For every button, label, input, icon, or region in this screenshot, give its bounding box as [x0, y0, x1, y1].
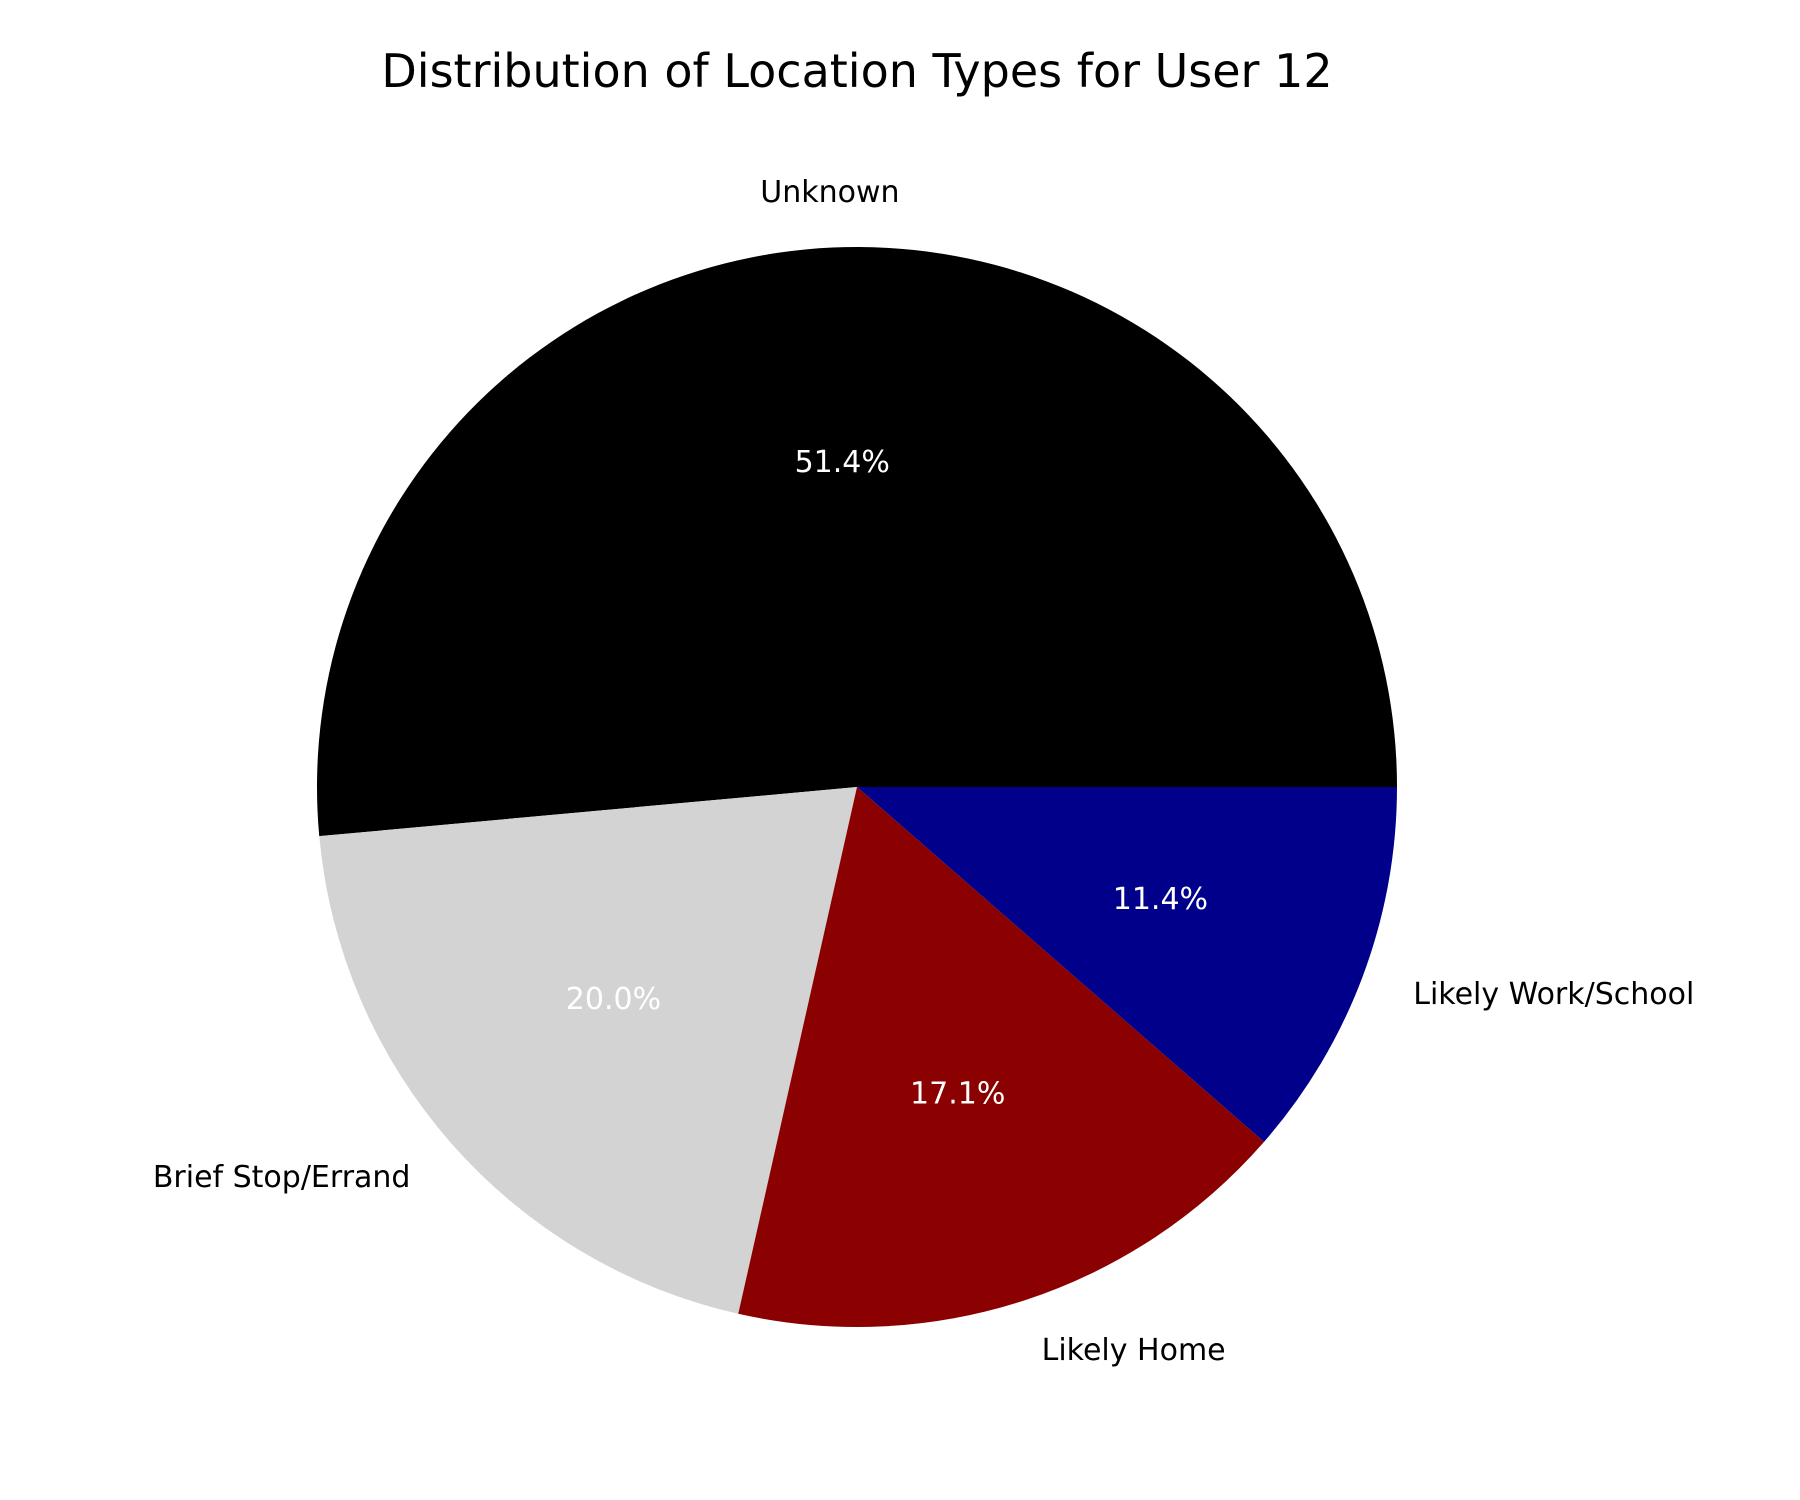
pie-slice-brief-stop-errand: [319, 787, 857, 1314]
pie-slice-likely-work-school: [857, 787, 1397, 1142]
slice-percent-likely-work-school: 11.4%: [1113, 882, 1208, 917]
slice-label-likely-home: Likely Home: [1042, 1333, 1226, 1368]
slice-percent-brief-stop-errand: 20.0%: [566, 982, 661, 1017]
pie-slices: [316, 247, 1397, 1327]
slice-percent-unknown: 51.4%: [795, 445, 890, 480]
pie-slice-unknown: [316, 247, 1397, 837]
slice-label-unknown: Unknown: [760, 175, 899, 210]
slice-label-brief-stop-errand: Brief Stop/Errand: [153, 1160, 411, 1195]
pie-labels: Unknown 51.4% Brief Stop/Errand 20.0% Likely…: [153, 175, 1695, 1368]
pie-slice-likely-home: [738, 787, 1265, 1327]
slice-percent-likely-home: 17.1%: [910, 1076, 1005, 1111]
chart-title: Distribution of Location Types for User …: [381, 44, 1332, 98]
slice-label-likely-work-school: Likely Work/School: [1413, 977, 1694, 1012]
